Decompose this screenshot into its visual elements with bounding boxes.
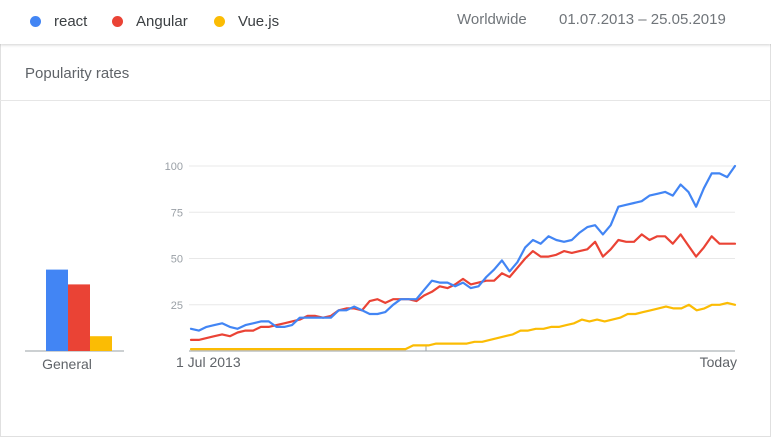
bar-vue-js[interactable] bbox=[90, 336, 112, 351]
series-line-angular[interactable] bbox=[189, 233, 737, 341]
legend-label: react bbox=[54, 12, 88, 30]
legend-item-angular[interactable]: Angular bbox=[112, 11, 188, 31]
y-tick-label: 50 bbox=[171, 254, 183, 266]
series-dot-icon bbox=[214, 15, 225, 27]
date-range-label: 01.07.2013 – 25.05.2019 bbox=[559, 11, 726, 28]
x-tick-label-end: Today bbox=[700, 354, 737, 370]
section-title: Popularity rates bbox=[25, 65, 130, 82]
series-dot-icon bbox=[112, 15, 123, 27]
chart-header: react Angular Vue.js Worldwide 01.07.201… bbox=[0, 0, 771, 44]
legend-item-react[interactable]: react bbox=[30, 11, 87, 31]
series-dot-icon bbox=[30, 15, 41, 27]
y-tick-label: 75 bbox=[171, 207, 183, 219]
legend-label: Angular bbox=[136, 12, 188, 30]
y-tick-label: 25 bbox=[171, 300, 183, 312]
legend-item-vuejs[interactable]: Vue.js bbox=[214, 11, 279, 31]
line-chart: 25 50 75 100 1 Jul 2013 Today bbox=[165, 161, 737, 370]
bar-chart: General bbox=[25, 269, 124, 372]
series-line-react[interactable] bbox=[189, 164, 737, 332]
region-label: Worldwide bbox=[457, 11, 527, 28]
y-tick-label: 100 bbox=[165, 161, 183, 173]
bar-angular[interactable] bbox=[68, 284, 90, 351]
series-line-vue-js[interactable] bbox=[189, 301, 737, 351]
divider bbox=[0, 100, 771, 101]
bar-react[interactable] bbox=[46, 269, 68, 351]
legend-label: Vue.js bbox=[238, 12, 280, 30]
x-tick-label-start: 1 Jul 2013 bbox=[176, 354, 241, 370]
bar-category-label: General bbox=[42, 356, 92, 372]
